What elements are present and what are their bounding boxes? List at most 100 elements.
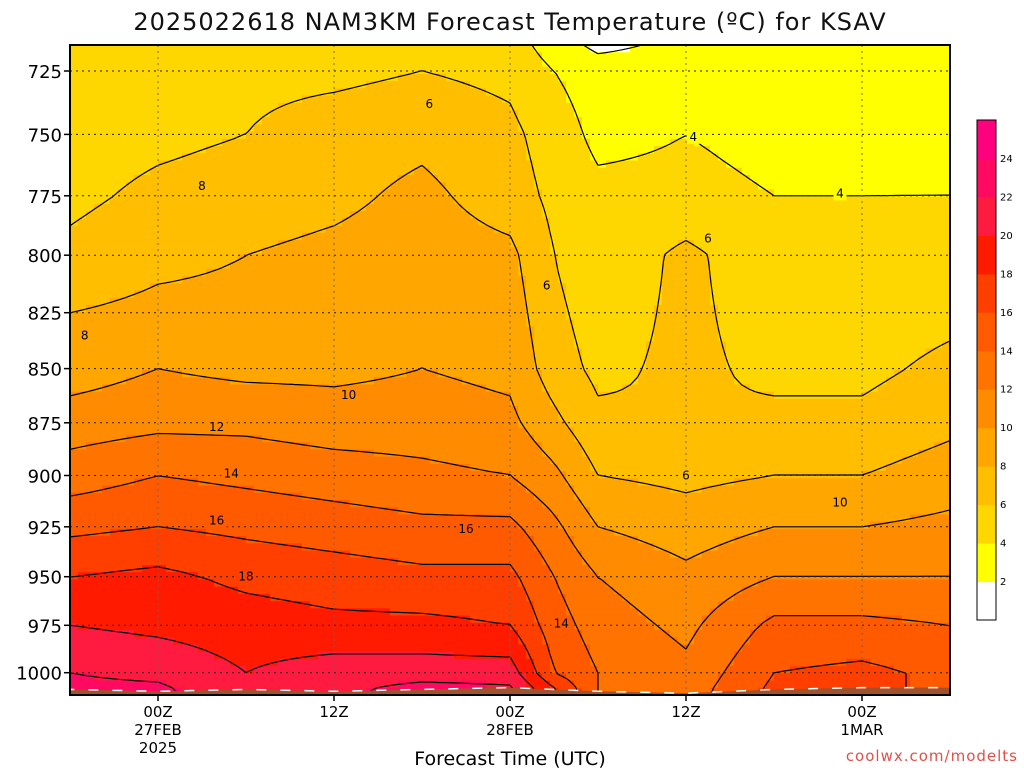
temperature-cell — [398, 254, 407, 263]
temperature-cell — [918, 153, 927, 162]
temperature-cell — [350, 326, 359, 335]
temperature-cell — [238, 333, 247, 342]
temperature-cell — [166, 52, 175, 61]
temperature-cell — [334, 290, 343, 299]
temperature-cell — [198, 240, 207, 248]
temperature-cell — [566, 254, 575, 263]
temperature-cell — [102, 362, 111, 371]
temperature-cell — [406, 333, 415, 342]
temperature-cell — [662, 211, 671, 219]
temperature-cell — [230, 268, 239, 277]
temperature-cell — [446, 95, 455, 104]
temperature-cell — [174, 95, 183, 104]
temperature-cell — [886, 283, 895, 292]
temperature-cell — [158, 333, 167, 342]
temperature-cell — [766, 312, 775, 321]
temperature-cell — [534, 362, 543, 371]
temperature-cell — [406, 240, 415, 248]
temperature-cell — [150, 153, 159, 162]
temperature-cell — [118, 333, 127, 342]
temperature-cell — [662, 182, 671, 191]
temperature-cell — [774, 276, 783, 284]
temperature-cell — [622, 254, 631, 263]
temperature-cell — [374, 261, 383, 270]
temperature-cell — [454, 52, 463, 61]
temperature-cell — [582, 73, 591, 82]
temperature-cell — [446, 305, 455, 313]
temperature-cell — [878, 124, 887, 133]
temperature-cell — [166, 73, 175, 82]
temperature-cell — [894, 261, 903, 270]
temperature-cell — [230, 247, 239, 256]
temperature-cell — [302, 203, 311, 212]
temperature-cell — [910, 261, 919, 270]
temperature-cell — [758, 297, 767, 306]
temperature-cell — [606, 362, 615, 371]
temperature-cell — [390, 276, 399, 284]
temperature-cell — [334, 355, 343, 364]
temperature-cell — [86, 131, 95, 140]
temperature-cell — [310, 355, 319, 364]
temperature-cell — [934, 254, 943, 263]
temperature-cell — [254, 81, 263, 89]
temperature-cell — [774, 196, 783, 205]
temperature-cell — [678, 110, 687, 118]
temperature-cell — [542, 131, 551, 140]
temperature-cell — [518, 319, 527, 328]
temperature-cell — [638, 225, 647, 234]
temperature-cell — [726, 189, 735, 198]
temperature-cell — [398, 196, 407, 205]
temperature-cell — [342, 283, 351, 292]
temperature-cell — [566, 305, 575, 313]
temperature-cell — [366, 59, 375, 68]
temperature-cell — [486, 225, 495, 234]
temperature-cell — [782, 225, 791, 234]
temperature-cell — [294, 110, 303, 118]
temperature-cell — [134, 203, 143, 212]
temperature-cell — [302, 110, 311, 118]
temperature-cell — [926, 52, 935, 61]
temperature-cell — [542, 362, 551, 371]
temperature-cell — [206, 312, 215, 321]
temperature-cell — [838, 45, 847, 53]
temperature-cell — [126, 312, 135, 321]
temperature-cell — [302, 305, 311, 313]
temperature-cell — [614, 297, 623, 306]
temperature-cell — [222, 124, 231, 133]
temperature-cell — [614, 348, 623, 357]
temperature-cell — [662, 348, 671, 357]
temperature-cell — [166, 312, 175, 321]
temperature-cell — [86, 348, 95, 357]
temperature-cell — [574, 182, 583, 191]
temperature-cell — [366, 211, 375, 219]
temperature-cell — [142, 52, 151, 61]
temperature-cell — [534, 45, 543, 53]
temperature-cell — [526, 333, 535, 342]
temperature-cell — [486, 182, 495, 191]
temperature-cell — [462, 117, 471, 126]
temperature-cell — [206, 341, 215, 349]
temperature-cell — [774, 131, 783, 140]
temperature-cell — [782, 160, 791, 169]
temperature-cell — [838, 175, 847, 183]
temperature-cell — [422, 333, 431, 342]
temperature-cell — [822, 102, 831, 111]
temperature-cell — [454, 211, 463, 219]
temperature-cell — [766, 247, 775, 256]
temperature-cell — [878, 305, 887, 313]
temperature-cell — [870, 52, 879, 61]
temperature-cell — [286, 326, 295, 335]
temperature-cell — [830, 240, 839, 248]
temperature-cell — [742, 232, 751, 241]
temperature-cell — [310, 283, 319, 292]
temperature-cell — [662, 110, 671, 118]
temperature-cell — [758, 88, 767, 97]
temperature-cell — [166, 225, 175, 234]
temperature-cell — [870, 110, 879, 118]
temperature-cell — [774, 218, 783, 227]
temperature-cell — [510, 203, 519, 212]
temperature-cell — [798, 254, 807, 263]
temperature-cell — [350, 362, 359, 371]
temperature-cell — [614, 211, 623, 219]
temperature-cell — [302, 66, 311, 75]
